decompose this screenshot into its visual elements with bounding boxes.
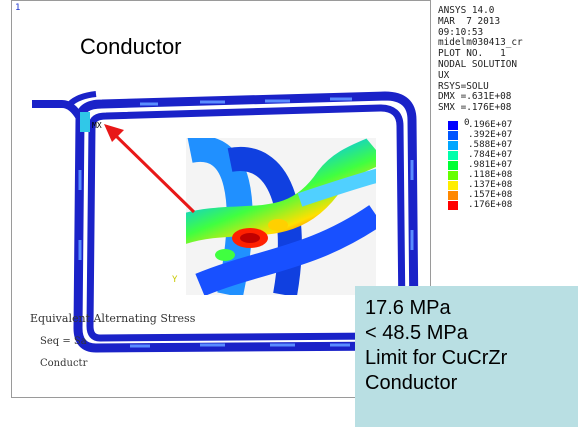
legend-value: .118E+08 (468, 169, 513, 180)
material-label: Conductr (40, 358, 88, 369)
result-line-2: < 48.5 MPa (365, 322, 468, 344)
stress-label: Equivalent Alternating Stress (30, 312, 196, 325)
result-line-3: Limit for CuCrZr (365, 347, 508, 369)
result-line-4: Conductor (365, 372, 458, 394)
legend-value: .157E+08 (468, 189, 513, 200)
header-line: RSYS=SOLU (438, 80, 489, 92)
header-line: ANSYS 14.0 (438, 5, 495, 16)
header-line: NODAL SOLUTION (438, 58, 518, 70)
header-line: PLOT NO. 1 (438, 48, 506, 60)
header-line: DMX =.631E+08 (438, 91, 512, 103)
conductor-lead (32, 100, 84, 121)
frame-number: 1 (15, 3, 21, 13)
legend-value: .392E+07 (468, 129, 513, 140)
legend-swatch (448, 131, 458, 140)
header-line: midelm030413_cr (438, 37, 523, 49)
legend-value: .981E+07 (468, 159, 513, 170)
legend-swatch (448, 161, 458, 170)
seq-label: Seq = Sa (40, 336, 87, 347)
legend-swatch (448, 171, 458, 180)
legend-swatch (448, 121, 458, 130)
legend-value: .176E+08 (468, 199, 513, 210)
header-line: 09:10:53 (438, 26, 484, 38)
legend-value: .137E+08 (468, 179, 513, 190)
result-line-1: 17.6 MPa (365, 297, 451, 319)
legend-zero: 0 (464, 117, 470, 128)
legend-swatch (448, 141, 458, 150)
plot-header: ANSYS 14.0 MAR 7 2013 09:10:53 midelm030… (438, 5, 523, 114)
legend-swatch (448, 201, 458, 210)
result-box: 17.6 MPa < 48.5 MPa Limit for CuCrZr Con… (355, 286, 578, 427)
legend-value: .196E+07 (468, 119, 513, 130)
header-line: UX (438, 69, 450, 81)
legend-value: .784E+07 (468, 149, 513, 160)
header-line: SMX =.176E+08 (438, 102, 512, 114)
legend-swatch (448, 181, 458, 190)
zoom-detail (186, 138, 376, 295)
axis-y-label: Y (172, 275, 178, 285)
loop-highlights (78, 97, 414, 348)
pointer-arrow (110, 130, 196, 214)
legend-swatch (448, 191, 458, 200)
header-line: MAR 7 2013 (438, 15, 501, 27)
legend-swatch (448, 151, 458, 160)
conductor-title: Conductor (80, 34, 182, 59)
svg-text:MX: MX (92, 121, 102, 130)
legend-value: .588E+07 (468, 139, 513, 150)
